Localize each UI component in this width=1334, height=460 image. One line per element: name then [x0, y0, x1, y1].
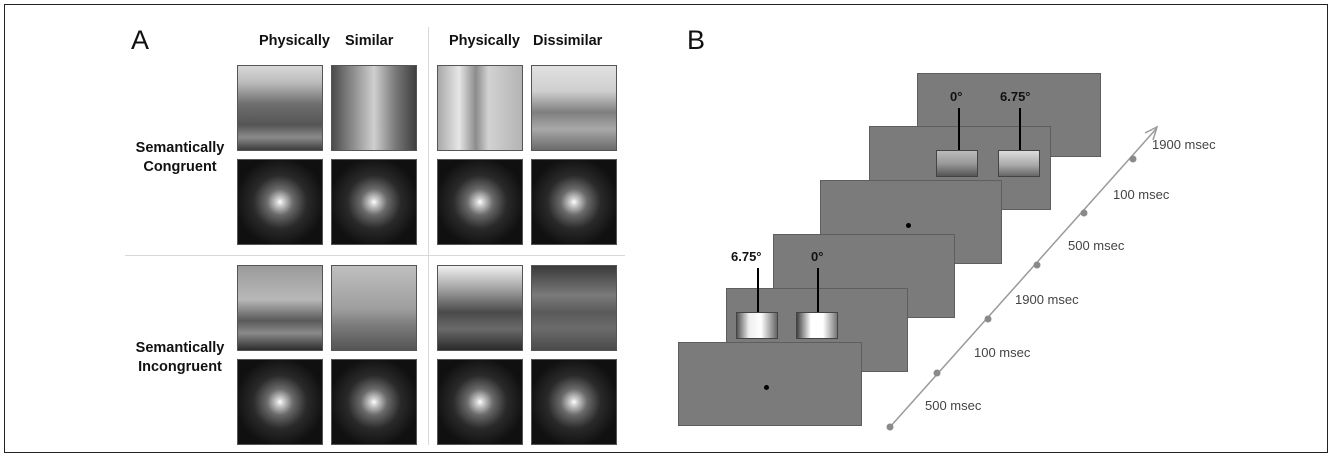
stimulus-image-street-small — [736, 312, 778, 339]
row-label-congruent-line2: Congruent — [143, 159, 217, 175]
scene-image-city-street-2 — [331, 65, 417, 151]
timeline-arrow — [886, 125, 1159, 431]
col-head-physically-1: Physically — [259, 33, 330, 49]
col-head-dissimilar: Dissimilar — [533, 33, 603, 49]
degree-label-center-first: 0° — [811, 249, 824, 264]
timeline-tick-3 — [1033, 261, 1041, 269]
amplitude-spectrum-3 — [437, 159, 523, 245]
col-head-similar: Similar — [345, 33, 394, 49]
amplitude-spectrum-5 — [237, 359, 323, 445]
timeline-label-500-first: 500 msec — [925, 398, 982, 413]
scene-image-house — [531, 65, 617, 151]
timeline-tick-1 — [933, 369, 941, 377]
row-label-incongruent-line1: Semantically — [135, 340, 225, 356]
fixation-dot-1 — [764, 385, 769, 390]
scene-image-city-skyline — [437, 265, 523, 351]
scene-image-city-street-1 — [237, 65, 323, 151]
degree-label-target-first: 6.75° — [731, 249, 762, 264]
amplitude-spectrum-6 — [331, 359, 417, 445]
degree-label-center-second: 0° — [950, 89, 963, 104]
figure: A Physically Similar Physically Dissimil… — [4, 4, 1328, 453]
col-head-physically-2: Physically — [449, 33, 520, 49]
scene-image-highway — [237, 265, 323, 351]
timeline-label-1900-second: 1900 msec — [1152, 137, 1216, 152]
fixation-dot-2 — [906, 223, 911, 228]
stimulus-image-street-bright-small — [796, 312, 838, 339]
amplitude-spectrum-7 — [437, 359, 523, 445]
amplitude-spectrum-1 — [237, 159, 323, 245]
panel-a-horizontal-divider — [125, 255, 625, 256]
panel-a-letter: A — [131, 25, 150, 55]
timeline-tick-5 — [1129, 155, 1137, 163]
scene-image-skyscraper — [437, 65, 523, 151]
trial-screen-first-pair — [726, 288, 908, 372]
timeline-label-1900-first: 1900 msec — [1015, 292, 1079, 307]
row-label-congruent-line1: Semantically — [135, 140, 225, 156]
timeline-label-100-second: 100 msec — [1113, 187, 1170, 202]
scene-image-coast-lighthouse — [331, 265, 417, 351]
timeline-label-500-second: 500 msec — [1068, 238, 1125, 253]
timeline-tick-2 — [984, 315, 992, 323]
row-label-incongruent: Semantically Incongruent — [125, 339, 235, 377]
trial-screen-fixation-1 — [678, 342, 862, 426]
stimulus-image-highway-small — [936, 150, 978, 177]
panel-b-letter: B — [687, 25, 706, 55]
stimulus-image-coast-small — [998, 150, 1040, 177]
pointer-line-center-first — [817, 268, 819, 312]
amplitude-spectrum-8 — [531, 359, 617, 445]
row-label-congruent: Semantically Congruent — [125, 139, 235, 177]
panel-a-vertical-divider — [428, 27, 429, 445]
row-label-incongruent-line2: Incongruent — [138, 359, 222, 375]
timeline-arrowhead — [1144, 125, 1159, 141]
pointer-line-target-second — [1019, 108, 1021, 150]
scene-image-mountain-field — [531, 265, 617, 351]
degree-label-target-second: 6.75° — [1000, 89, 1031, 104]
amplitude-spectrum-4 — [531, 159, 617, 245]
pointer-line-center-second — [958, 108, 960, 150]
timeline-label-100-first: 100 msec — [974, 345, 1031, 360]
timeline-axis-line — [889, 128, 1157, 428]
amplitude-spectrum-2 — [331, 159, 417, 245]
pointer-line-target-first — [757, 268, 759, 312]
timeline-tick-4 — [1080, 209, 1088, 217]
timeline-tick-0 — [886, 423, 894, 431]
